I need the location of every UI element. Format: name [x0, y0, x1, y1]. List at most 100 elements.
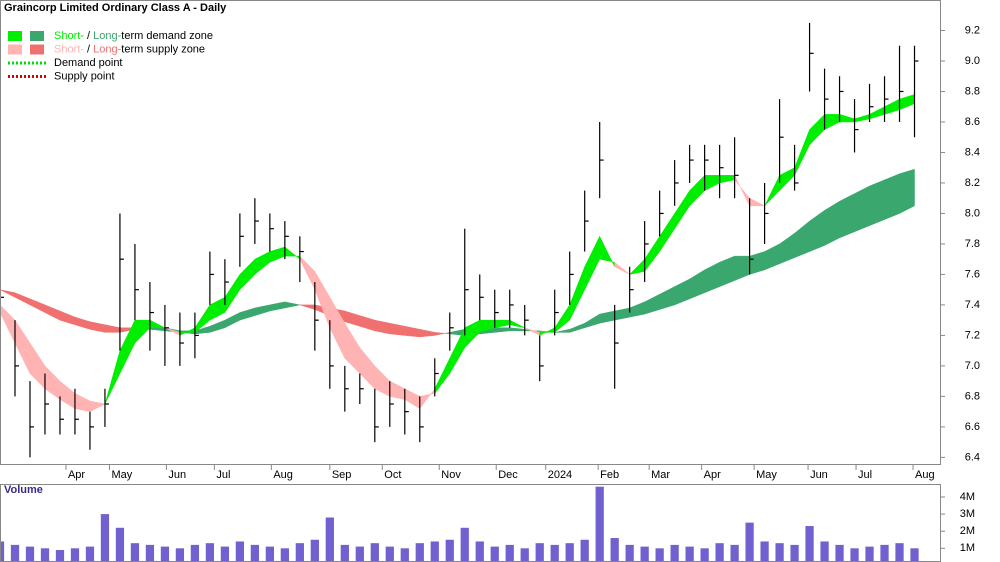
- legend-swatch: [30, 31, 44, 41]
- y-tick-label: 7.2: [965, 329, 980, 341]
- x-tick-label: Apr: [68, 469, 85, 481]
- volume-bar: [655, 548, 664, 562]
- x-tick-label: Oct: [384, 469, 401, 481]
- legend-label: Short- / Long-term supply zone: [54, 43, 205, 55]
- volume-bar: [70, 548, 80, 562]
- x-tick-label: Aug: [273, 469, 293, 481]
- legend-label-part: Short-: [54, 30, 84, 42]
- volume-bar: [715, 543, 724, 562]
- x-tick-label: 2024: [548, 469, 572, 481]
- volume-bar: [265, 546, 274, 562]
- volume-bar: [235, 541, 244, 562]
- x-tick-label: Nov: [441, 469, 461, 481]
- volume-bar: [400, 548, 409, 562]
- y-tick-label: 7.0: [965, 360, 980, 372]
- y-tick-label: 8.4: [965, 146, 980, 158]
- y-tick-label: 7.8: [965, 238, 980, 250]
- volume-bar: [835, 544, 844, 562]
- volume-bar: [415, 543, 424, 562]
- x-tick-label: Sep: [332, 469, 352, 481]
- y-tick-label: 9.2: [965, 24, 980, 36]
- volume-panel: 1M 2M 3M 4M: [0, 486, 975, 562]
- volume-bar: [100, 514, 110, 562]
- volume-bar: [355, 546, 364, 562]
- volume-bar: [205, 543, 215, 562]
- y-tick-label: 8.2: [965, 177, 980, 189]
- volume-bar: [25, 546, 35, 562]
- volume-bar: [565, 543, 574, 562]
- volume-bar: [640, 546, 649, 562]
- legend-swatch: [8, 44, 22, 55]
- short-zone: [89, 400, 106, 413]
- volume-bar: [55, 550, 65, 562]
- volume-bar: [40, 548, 50, 562]
- volume-bar: [865, 546, 874, 562]
- volume-bar: [745, 522, 754, 562]
- legend-label-part: /: [84, 30, 93, 42]
- y-tick-label: 6.4: [965, 451, 980, 463]
- volume-bar: [430, 541, 439, 562]
- legend-label: Demand point: [54, 57, 123, 69]
- long-zone: [899, 168, 915, 214]
- volume-bar: [340, 544, 349, 562]
- volume-bar: [280, 548, 289, 562]
- legend-label-part: Long-: [93, 43, 121, 55]
- volume-bar: [850, 548, 859, 562]
- volume-bar: [460, 527, 469, 562]
- short-zone: [614, 261, 630, 275]
- volume-bar: [790, 544, 799, 562]
- volume-bar: [610, 538, 619, 562]
- volume-bar: [325, 517, 334, 562]
- volume-bar: [445, 539, 454, 562]
- x-tick-label: Aug: [915, 469, 935, 481]
- volume-bar: [685, 546, 694, 562]
- volume-bar: [550, 544, 559, 562]
- volume-bar: [130, 543, 140, 562]
- volume-bar: [295, 543, 304, 562]
- y-tick-label: 1M: [960, 542, 975, 554]
- volume-bar: [85, 546, 95, 562]
- volume-bar: [190, 544, 200, 562]
- volume-bar: [475, 541, 484, 562]
- y-tick-label: 6.8: [965, 390, 980, 402]
- volume-title: Volume: [4, 484, 43, 496]
- chart-title: Graincorp Limited Ordinary Class A - Dai…: [4, 2, 227, 14]
- legend-label-part: term supply zone: [121, 43, 205, 55]
- volume-bar: [760, 541, 769, 562]
- legend-label-part: Short-: [54, 43, 84, 55]
- volume-bar: [805, 526, 814, 562]
- volume-bar: [895, 543, 904, 562]
- long-zone: [284, 301, 300, 309]
- legend-label-part: /: [84, 43, 93, 55]
- volume-bar: [115, 527, 125, 562]
- x-tick-label: Feb: [600, 469, 619, 481]
- volume-bar: [145, 544, 155, 562]
- volume-bar: [505, 544, 514, 562]
- x-tick-label: Jul: [216, 469, 230, 481]
- volume-bar: [595, 486, 604, 562]
- y-tick-label: 6.6: [965, 421, 980, 433]
- x-tick-label: Apr: [704, 469, 721, 481]
- x-tick-label: May: [111, 469, 132, 481]
- x-tick-label: Jun: [168, 469, 186, 481]
- volume-bar: [175, 548, 185, 562]
- volume-bar: [0, 541, 5, 562]
- y-tick-label: 7.6: [965, 268, 980, 280]
- legend-label: Short- / Long-term demand zone: [54, 30, 213, 42]
- x-tick-label: Jun: [810, 469, 828, 481]
- y-tick-label: 7.4: [965, 299, 980, 311]
- long-zone: [869, 179, 885, 227]
- volume-bar: [775, 543, 784, 562]
- volume-bar: [880, 544, 889, 562]
- price-panel: 6.4 6.6 6.8 7.0 7.2 7.4 7.6 7.8 8.0 8.2 8.4 8.6 8.8 9…: [0, 22, 980, 481]
- long-zone: [854, 185, 870, 233]
- volume-bar: [250, 544, 259, 562]
- x-tick-label: May: [756, 469, 777, 481]
- legend-swatch: [8, 31, 22, 41]
- y-tick-label: 8.8: [965, 85, 980, 97]
- legend-label-part: Long-: [93, 30, 121, 42]
- x-tick-label: Mar: [651, 469, 670, 481]
- volume-bar: [310, 539, 319, 562]
- y-tick-label: 2M: [960, 525, 975, 537]
